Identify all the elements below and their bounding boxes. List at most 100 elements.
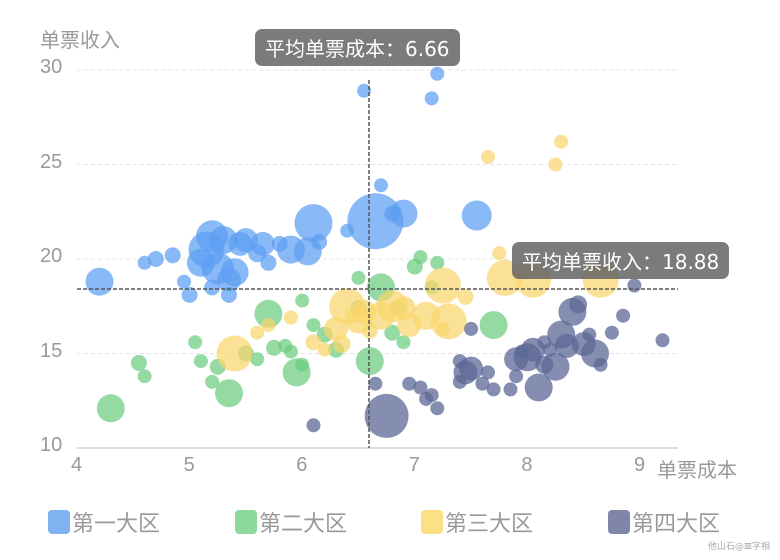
bubble-point[interactable] bbox=[424, 267, 461, 304]
bubble-point[interactable] bbox=[368, 376, 383, 391]
bubble-point[interactable] bbox=[475, 376, 490, 391]
bubble-point[interactable] bbox=[413, 250, 428, 265]
bubble-point[interactable] bbox=[503, 382, 518, 397]
bubble-point[interactable] bbox=[216, 335, 253, 372]
bubble-point[interactable] bbox=[250, 325, 265, 340]
bubble-point[interactable] bbox=[604, 325, 619, 340]
bubble-point[interactable] bbox=[479, 311, 508, 340]
watermark: 他山石@𝌆字相 bbox=[707, 542, 770, 552]
bubble-point[interactable] bbox=[569, 295, 588, 314]
bubble-point[interactable] bbox=[260, 254, 277, 271]
bubble-point[interactable] bbox=[147, 251, 164, 267]
legend-item-3[interactable]: 第三大区 bbox=[421, 506, 533, 538]
bubble-point[interactable] bbox=[374, 178, 388, 193]
y-axis-title: 单票收入 bbox=[40, 28, 120, 52]
bubble-point[interactable] bbox=[306, 318, 321, 333]
bubble-point[interactable] bbox=[593, 357, 608, 372]
bubble-point[interactable] bbox=[295, 357, 310, 372]
bubble-point[interactable] bbox=[481, 365, 495, 380]
y-tick-label: 10 bbox=[40, 434, 63, 456]
bubble-point[interactable] bbox=[250, 352, 265, 367]
bubble-point[interactable] bbox=[294, 204, 333, 243]
bubble-point[interactable] bbox=[164, 247, 181, 264]
bubble-point[interactable] bbox=[430, 66, 445, 81]
bubble-point[interactable] bbox=[413, 380, 428, 395]
bubble-point[interactable] bbox=[486, 382, 501, 397]
bubble-point[interactable] bbox=[655, 333, 670, 348]
legend-item-2[interactable]: 第二大区 bbox=[235, 506, 347, 538]
bubbles bbox=[85, 66, 670, 438]
bubble-point[interactable] bbox=[266, 339, 283, 356]
bubble-point[interactable] bbox=[295, 293, 310, 308]
bubble-point[interactable] bbox=[306, 418, 321, 433]
bubble-point[interactable] bbox=[424, 91, 439, 106]
bubble-point[interactable] bbox=[461, 200, 492, 231]
bubble-point[interactable] bbox=[430, 401, 445, 416]
bubble-point[interactable] bbox=[85, 267, 114, 296]
legend: 第一大区 第二大区 第三大区 第四大区 bbox=[0, 506, 780, 540]
legend-label: 第四大区 bbox=[632, 512, 721, 537]
bubble-point[interactable] bbox=[430, 255, 445, 270]
bubble-point[interactable] bbox=[616, 308, 631, 323]
bubble-point[interactable] bbox=[283, 310, 298, 325]
bubble-point[interactable] bbox=[177, 274, 191, 289]
bubble-point[interactable] bbox=[137, 369, 152, 384]
bubble-point[interactable] bbox=[389, 199, 418, 228]
x-tick-label: 6 bbox=[296, 454, 308, 476]
bubble-point[interactable] bbox=[492, 246, 507, 261]
bubble-point[interactable] bbox=[464, 321, 479, 336]
x-axis-title: 单票成本 bbox=[657, 458, 737, 482]
bubble-point[interactable] bbox=[627, 278, 642, 293]
bubble-point[interactable] bbox=[357, 83, 372, 98]
legend-item-1[interactable]: 第一大区 bbox=[48, 506, 160, 538]
bubble-point[interactable] bbox=[355, 347, 384, 376]
x-tick-label: 7 bbox=[408, 454, 420, 476]
x-tick-label: 9 bbox=[634, 454, 646, 476]
bubble-point[interactable] bbox=[130, 354, 147, 371]
bubble-point[interactable] bbox=[509, 369, 524, 384]
y-average-tooltip: 平均单票收入：18.88 bbox=[512, 242, 730, 279]
legend-swatch-icon bbox=[235, 510, 257, 534]
bubble-point[interactable] bbox=[181, 286, 198, 303]
bubble-point[interactable] bbox=[311, 234, 328, 250]
bubble-point[interactable] bbox=[204, 279, 221, 296]
bubble-point[interactable] bbox=[384, 324, 401, 341]
legend-swatch-icon bbox=[48, 510, 70, 534]
bubble-point[interactable] bbox=[402, 376, 417, 391]
bubble-point[interactable] bbox=[548, 157, 563, 172]
bubble-point[interactable] bbox=[364, 393, 409, 438]
legend-label: 第三大区 bbox=[445, 512, 534, 537]
y-tick-label: 25 bbox=[40, 150, 63, 173]
y-tick-label: 20 bbox=[40, 245, 63, 267]
bubble-point[interactable] bbox=[430, 303, 467, 340]
bubble-point[interactable] bbox=[96, 394, 125, 423]
bubble-point[interactable] bbox=[205, 374, 220, 389]
bubble-point[interactable] bbox=[305, 334, 322, 351]
y-tick-label: 15 bbox=[40, 339, 63, 362]
y-tick-label: 30 bbox=[40, 56, 63, 78]
bubble-point[interactable] bbox=[452, 354, 467, 369]
bubble-point[interactable] bbox=[457, 288, 474, 305]
bubble-point[interactable] bbox=[254, 299, 283, 328]
bubble-point[interactable] bbox=[396, 335, 411, 350]
bubble-point[interactable] bbox=[419, 391, 434, 406]
bubble-point[interactable] bbox=[535, 355, 554, 374]
x-tick-label: 8 bbox=[521, 454, 533, 476]
bubble-point[interactable] bbox=[351, 270, 366, 285]
bubble-point[interactable] bbox=[481, 149, 495, 164]
bubble-point[interactable] bbox=[220, 258, 249, 287]
legend-item-4[interactable]: 第四大区 bbox=[608, 506, 720, 538]
bubble-point[interactable] bbox=[524, 373, 553, 402]
bubble-point[interactable] bbox=[188, 335, 203, 350]
bubble-point[interactable] bbox=[193, 354, 208, 369]
bubble-point[interactable] bbox=[582, 327, 597, 342]
bubble-point[interactable] bbox=[215, 379, 243, 408]
bubble-point[interactable] bbox=[250, 231, 275, 256]
bubble-point[interactable] bbox=[317, 342, 332, 357]
bubble-point[interactable] bbox=[554, 134, 569, 149]
bubble-point[interactable] bbox=[261, 318, 276, 333]
bubble-point[interactable] bbox=[435, 321, 450, 336]
bubble-point[interactable] bbox=[221, 286, 237, 303]
bubble-point[interactable] bbox=[283, 344, 298, 359]
bubble-point[interactable] bbox=[332, 335, 351, 354]
